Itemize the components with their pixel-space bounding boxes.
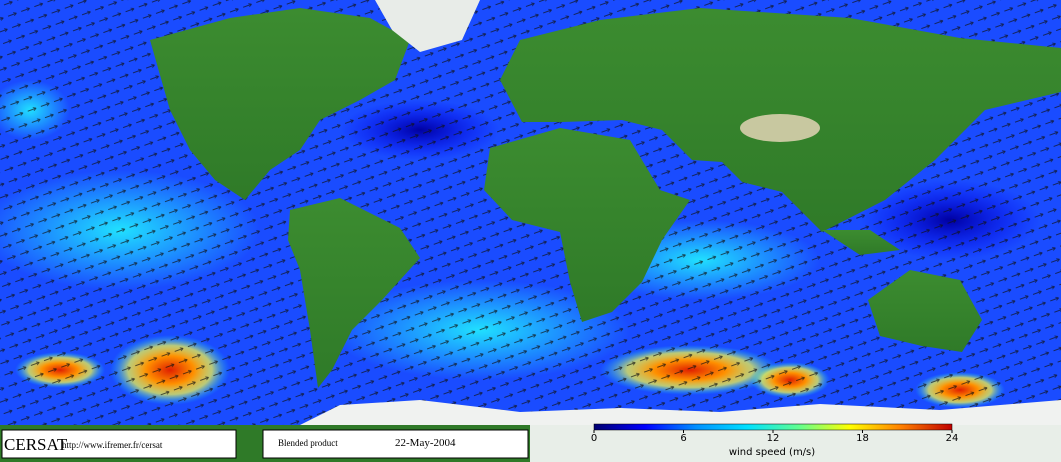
colorbar-label: wind speed (m/s)	[729, 447, 815, 458]
credit-box	[1, 429, 237, 459]
colorbar-tick-label: 18	[856, 433, 869, 444]
credit-url: http://www.ifremer.fr/cersat	[62, 440, 163, 450]
colorbar-tick-label: 24	[946, 433, 959, 444]
colorbar-ramp	[593, 423, 953, 431]
product-date: 22-May-2004	[395, 437, 456, 449]
colorbar-tick-label: 6	[680, 433, 686, 444]
product-box	[262, 429, 529, 459]
product-label: Blended product	[278, 438, 338, 448]
credit-name: CERSAT	[4, 435, 68, 454]
colorbar-tick-label: 12	[767, 433, 780, 444]
colorbar-tick-label: 0	[591, 433, 597, 444]
footer: CERSAT http://www.ifremer.fr/cersat Blen…	[0, 425, 1061, 462]
land	[150, 0, 1061, 425]
colorbar: wind speed (m/s) 0 6 12 18 24	[591, 423, 959, 458]
